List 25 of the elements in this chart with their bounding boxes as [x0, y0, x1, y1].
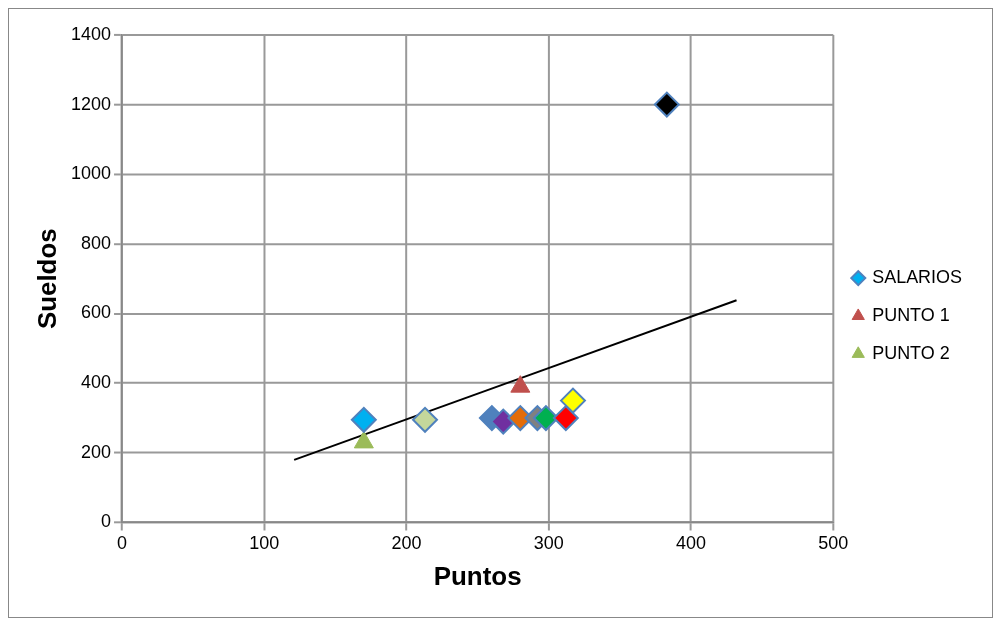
y-tick-label: 400 — [81, 372, 112, 393]
y-tick-label: 1400 — [71, 23, 112, 44]
x-tick-label: 300 — [533, 533, 564, 554]
x-tick-label: 500 — [818, 533, 849, 554]
point — [412, 406, 438, 433]
y-tick-label: 1000 — [71, 163, 112, 184]
x-tick-label: 200 — [391, 533, 422, 554]
y-tick-label: 600 — [81, 302, 112, 323]
point — [532, 405, 559, 431]
y-tick-label: 1200 — [71, 93, 112, 114]
legend-label: PUNTO 2 — [872, 342, 950, 363]
x-tick-label: 400 — [676, 533, 707, 554]
y-tick-label: 800 — [81, 232, 112, 253]
y-tick-label: 0 — [101, 511, 112, 532]
x-axis-title: Puntos — [433, 561, 522, 590]
legend-label: SALARIOS — [872, 267, 963, 288]
y-axis-title: Sueldos — [32, 228, 61, 330]
x-tick-label: 100 — [249, 533, 280, 554]
point — [552, 405, 579, 431]
point — [559, 387, 586, 414]
legend-label: PUNTO 1 — [872, 304, 950, 325]
y-tick-label: 200 — [81, 441, 112, 462]
point — [350, 406, 377, 433]
point — [653, 91, 680, 118]
x-tick-label: 0 — [117, 533, 128, 554]
